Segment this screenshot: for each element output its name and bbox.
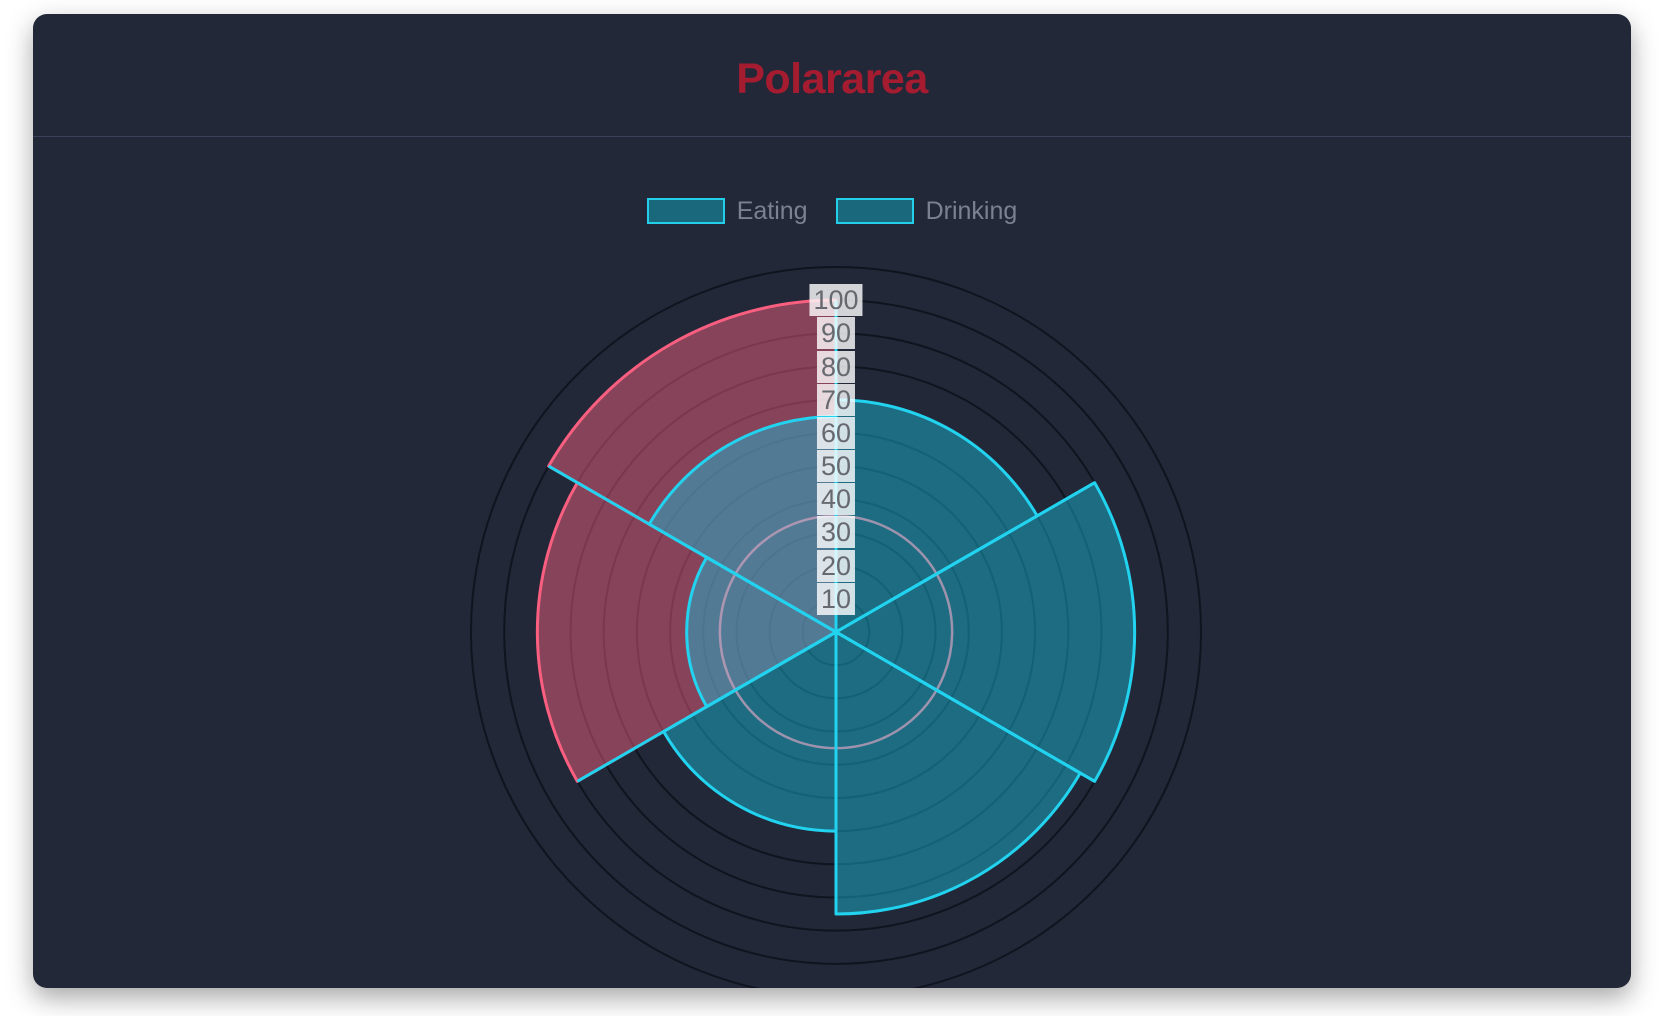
polar-sector[interactable]: [834, 398, 1039, 634]
chart-card: Polararea Eating Drinking: [33, 14, 1631, 988]
polar-sector[interactable]: [834, 481, 1137, 783]
card-body: Eating Drinking 10 20 30 40 50 60 70 80 90 100: [33, 138, 1631, 988]
polar-sector[interactable]: [662, 630, 838, 833]
card-header: Polararea: [33, 14, 1631, 137]
polar-sector[interactable]: [685, 555, 838, 709]
polar-area-chart[interactable]: 10 20 30 40 50 60 70 80 90 100: [33, 138, 1631, 988]
polar-sector[interactable]: [834, 630, 1082, 916]
page-title: Polararea: [736, 55, 928, 103]
polar-area-canvas[interactable]: [33, 138, 1631, 988]
polar-sector[interactable]: [647, 414, 838, 634]
series-drinking-sectors[interactable]: [647, 398, 1137, 916]
polar-sector[interactable]: [547, 298, 838, 634]
